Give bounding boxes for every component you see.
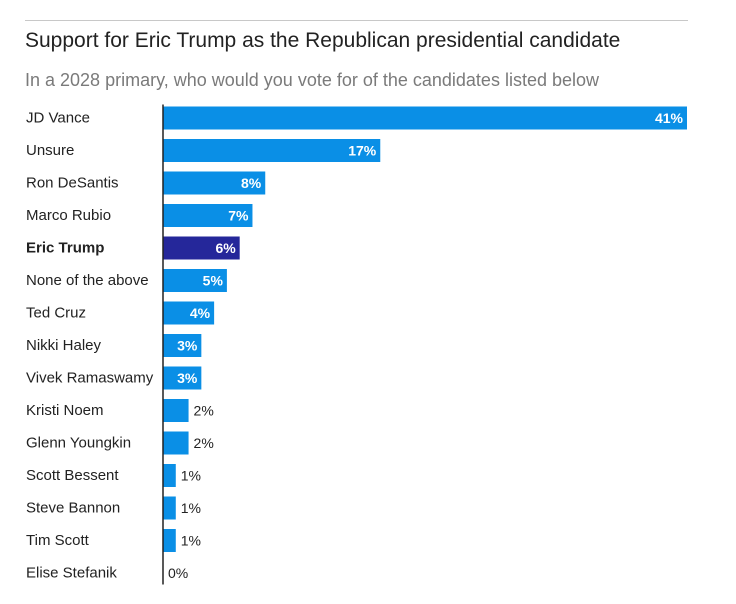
value-label: 17% bbox=[348, 143, 377, 159]
bar bbox=[163, 496, 176, 520]
category-label: Nikki Haley bbox=[26, 337, 102, 354]
category-label: Steve Bannon bbox=[26, 500, 120, 517]
value-label: 4% bbox=[190, 305, 211, 321]
value-label: 1% bbox=[181, 533, 201, 549]
bar bbox=[163, 269, 227, 292]
value-label: 1% bbox=[181, 468, 201, 484]
category-label: Scott Bessent bbox=[26, 467, 119, 484]
bar bbox=[163, 106, 687, 130]
value-label: 8% bbox=[241, 175, 262, 191]
category-label: Ron DeSantis bbox=[26, 175, 119, 192]
chart-title: Support for Eric Trump as the Republican… bbox=[25, 29, 621, 52]
bar bbox=[163, 301, 215, 325]
bar bbox=[163, 204, 253, 227]
value-label: 3% bbox=[177, 338, 198, 354]
bar bbox=[163, 529, 176, 552]
category-label: None of the above bbox=[26, 272, 149, 289]
category-label: Glenn Youngkin bbox=[26, 435, 131, 452]
value-label: 3% bbox=[177, 370, 198, 386]
bar bbox=[163, 366, 202, 390]
category-label: Marco Rubio bbox=[26, 207, 111, 224]
value-label: 2% bbox=[194, 435, 214, 451]
category-label: Elise Stefanik bbox=[26, 565, 117, 582]
bar bbox=[163, 431, 189, 455]
top-rule bbox=[25, 20, 688, 21]
bar bbox=[163, 334, 202, 357]
value-label: 0% bbox=[168, 565, 188, 581]
category-label: Vivek Ramaswamy bbox=[26, 370, 154, 387]
chart-subtitle: In a 2028 primary, who would you vote fo… bbox=[25, 70, 599, 90]
bar bbox=[163, 399, 189, 422]
value-label: 5% bbox=[203, 273, 224, 289]
value-label: 2% bbox=[194, 403, 214, 419]
category-label: JD Vance bbox=[26, 110, 90, 127]
value-label: 41% bbox=[655, 110, 684, 126]
bar bbox=[163, 171, 266, 195]
bar bbox=[163, 236, 240, 260]
bar bbox=[163, 139, 381, 162]
category-label: Unsure bbox=[26, 142, 74, 159]
value-label: 6% bbox=[215, 240, 236, 256]
category-label: Kristi Noem bbox=[26, 402, 104, 419]
value-label: 7% bbox=[228, 208, 249, 224]
bar bbox=[163, 464, 176, 487]
category-label: Eric Trump bbox=[26, 240, 104, 257]
category-label: Ted Cruz bbox=[26, 305, 86, 322]
value-label: 1% bbox=[181, 500, 201, 516]
category-label: Tim Scott bbox=[26, 532, 90, 549]
